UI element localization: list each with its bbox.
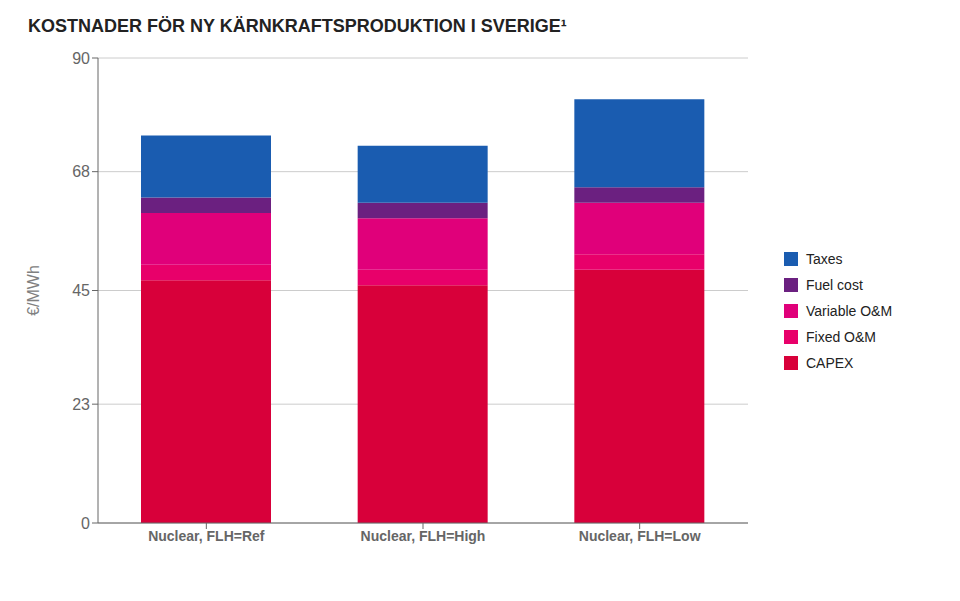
svg-text:Nuclear, FLH=High: Nuclear, FLH=High — [361, 528, 486, 544]
svg-text:Nuclear, FLH=Ref: Nuclear, FLH=Ref — [148, 528, 265, 544]
svg-text:€/MWh: €/MWh — [25, 265, 42, 316]
html-text:Fuel cost: Fuel cost — [806, 276, 863, 293]
svg-text:90: 90 — [72, 50, 90, 67]
html-text:CAPEX: CAPEX — [806, 354, 854, 371]
html-text:Fixed O&M: Fixed O&M — [806, 328, 876, 345]
svg-text:23: 23 — [72, 396, 90, 413]
svg-text:68: 68 — [72, 163, 90, 180]
html-text:Taxes: Taxes — [806, 250, 843, 267]
svg-text:45: 45 — [72, 282, 90, 299]
html-text:KOSTNADER FÖR NY KÄRNKRAFTSPRO: KOSTNADER FÖR NY KÄRNKRAFTSPRODUKTION I … — [28, 16, 567, 36]
html-text:Variable O&M: Variable O&M — [806, 302, 893, 319]
svg-text:0: 0 — [81, 515, 90, 532]
svg-text:Nuclear, FLH=Low: Nuclear, FLH=Low — [579, 528, 701, 544]
